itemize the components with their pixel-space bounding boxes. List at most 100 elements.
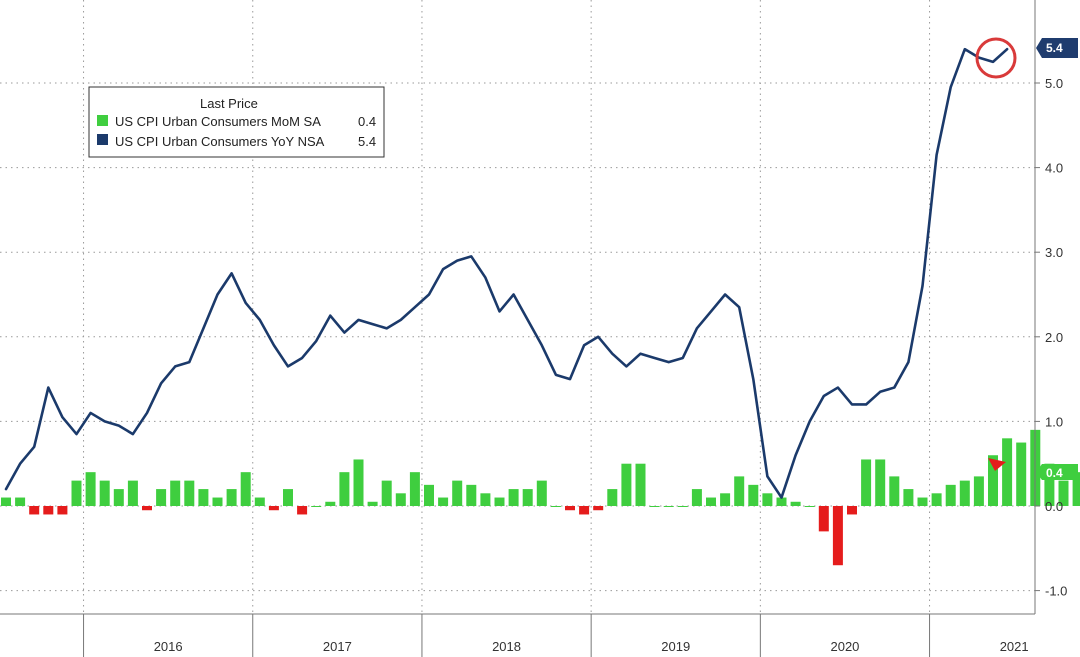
legend-value-mom: 0.4	[358, 114, 376, 129]
mom-bar	[283, 489, 293, 506]
legend-swatch-yoy	[97, 134, 108, 145]
mom-bar	[621, 463, 632, 506]
mom-bar	[254, 497, 265, 506]
mom-bar	[381, 480, 392, 506]
mom-bar	[973, 476, 984, 506]
mom-bar	[268, 506, 279, 511]
mom-bar	[988, 455, 998, 506]
mom-bar	[522, 489, 533, 506]
mom-bar	[677, 506, 688, 507]
mom-bar	[720, 493, 731, 506]
mom-bar	[156, 489, 167, 506]
y-tick-label: 4.0	[1045, 161, 1063, 176]
yoy-line	[4, 47, 1009, 499]
mom-bar	[818, 506, 829, 532]
mom-bars	[1, 429, 1080, 566]
yoy-last-value-badge: 5.4	[1036, 38, 1078, 58]
yoy-badge-text: 5.4	[1046, 41, 1063, 55]
x-year-label: 2021	[1000, 639, 1029, 654]
mom-bar	[57, 506, 68, 515]
mom-bar	[565, 506, 575, 511]
mom-bar	[847, 506, 857, 515]
y-tick-label: 0.0	[1045, 499, 1063, 514]
mom-bar	[184, 480, 195, 506]
legend-label-yoy: US CPI Urban Consumers YoY NSA	[115, 134, 325, 149]
mom-bar	[452, 480, 463, 506]
mom-badge-text: 0.4	[1046, 466, 1063, 480]
mom-bar	[99, 480, 110, 506]
mom-bar	[85, 472, 96, 506]
y-tick-label: 1.0	[1045, 414, 1063, 429]
mom-bar	[409, 472, 420, 506]
x-year-labels: 2016 2017 2018 2019 2020 2021	[83, 614, 1029, 657]
mom-bar	[607, 489, 618, 506]
mom-bar	[593, 506, 604, 511]
legend-title: Last Price	[200, 96, 258, 111]
mom-bar	[762, 493, 773, 506]
mom-bar	[1, 497, 11, 506]
mom-bar	[734, 476, 745, 506]
mom-bar	[226, 489, 237, 506]
legend-value-yoy: 5.4	[358, 134, 376, 149]
yoy-badge-shape	[1036, 38, 1078, 58]
mom-bar	[875, 459, 886, 506]
y-tick-label: 2.0	[1045, 330, 1063, 345]
mom-bar	[748, 484, 759, 506]
mom-bar	[1044, 463, 1055, 506]
mom-bar	[142, 506, 152, 511]
legend-box	[88, 86, 385, 158]
mom-bar	[240, 472, 251, 506]
mom-bar	[297, 506, 308, 515]
mom-bar	[635, 463, 646, 506]
y-tick-label: 5.0	[1045, 76, 1063, 91]
mom-bar	[931, 493, 942, 506]
x-year-label: 2020	[830, 639, 859, 654]
mom-bar	[438, 497, 449, 506]
mom-bar	[903, 489, 914, 506]
highlight-circle	[975, 37, 1017, 79]
mom-bar	[1016, 442, 1027, 506]
mom-bar	[1072, 472, 1080, 506]
mom-bar	[29, 506, 40, 515]
mom-bar	[508, 489, 519, 506]
mom-bar	[691, 489, 702, 506]
mom-badge-shape	[1036, 464, 1078, 480]
mom-bar	[889, 476, 900, 506]
legend-label-mom: US CPI Urban Consumers MoM SA	[115, 114, 321, 129]
legend-swatch-mom	[97, 115, 108, 126]
mom-bar	[861, 459, 872, 506]
legend: Last Price US CPI Urban Consumers MoM SA…	[88, 86, 385, 158]
mom-bar	[15, 497, 26, 506]
mom-bar	[395, 493, 406, 506]
y-tick-label: -1.0	[1045, 584, 1067, 599]
x-year-label: 2018	[492, 639, 521, 654]
mom-bar	[325, 501, 336, 506]
mom-bar	[113, 489, 124, 506]
y-tick-label: 3.0	[1045, 245, 1063, 260]
x-year-label: 2016	[154, 639, 183, 654]
mom-bar	[790, 501, 801, 506]
mom-bar	[353, 459, 364, 506]
mom-bar	[43, 506, 54, 515]
mom-bar	[424, 484, 434, 506]
mom-bar	[649, 506, 660, 507]
mom-bar	[1058, 480, 1069, 506]
mom-bar	[339, 472, 350, 506]
mom-bar	[480, 493, 491, 506]
mom-bar	[579, 506, 590, 515]
mom-bar	[367, 501, 378, 506]
mom-bar	[466, 484, 477, 506]
mom-bar	[663, 506, 674, 507]
mom-bar	[832, 506, 843, 566]
mom-bar	[1002, 438, 1013, 506]
mom-bar	[945, 484, 956, 506]
x-year-label: 2017	[323, 639, 352, 654]
mom-bar	[804, 506, 815, 507]
mom-bar	[198, 489, 209, 506]
mom-bar	[127, 480, 138, 506]
mom-bar	[959, 480, 970, 506]
axes	[0, 0, 1036, 615]
mom-bar	[212, 497, 223, 506]
highlight-arrow	[988, 458, 1006, 471]
